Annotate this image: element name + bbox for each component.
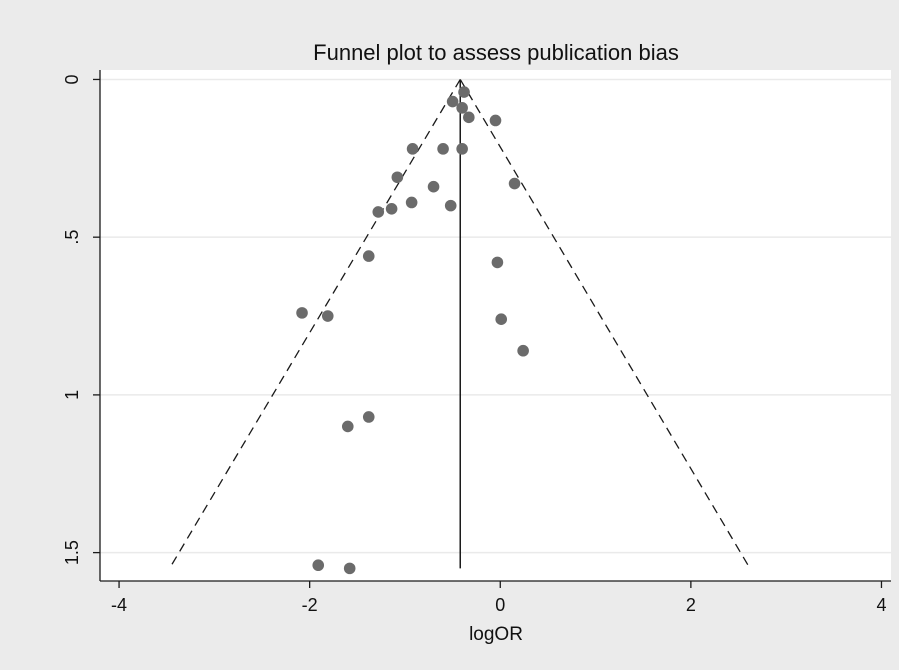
data-point — [458, 86, 470, 98]
data-point — [456, 102, 468, 114]
ci-line-left — [169, 79, 461, 569]
data-point — [362, 411, 375, 423]
x-tick-label: 4 — [876, 595, 886, 615]
data-point — [495, 313, 508, 325]
data-point — [343, 562, 356, 575]
data-point — [444, 199, 457, 212]
data-point — [385, 202, 398, 215]
data-point — [321, 310, 334, 322]
y-tick-label: 1.5 — [62, 540, 82, 565]
x-tick-label: -4 — [111, 595, 127, 615]
grid-lines — [100, 78, 891, 554]
data-point — [391, 171, 404, 184]
data-point — [372, 206, 385, 218]
x-axis-title: logOR — [469, 624, 523, 645]
ci-line-right — [459, 79, 751, 569]
data-point — [362, 250, 375, 262]
y-tick-label: 1 — [62, 390, 82, 400]
plot-area — [100, 70, 891, 581]
x-tick-label: 2 — [686, 595, 696, 615]
x-tick-label: 0 — [495, 595, 505, 615]
data-point — [341, 420, 354, 433]
data-point — [508, 177, 521, 190]
data-point — [406, 143, 419, 155]
data-point — [312, 559, 325, 572]
data-point — [405, 196, 418, 209]
chart-title: Funnel plot to assess publication bias — [313, 40, 679, 65]
study-points — [296, 86, 529, 575]
confidence-limits — [169, 79, 751, 569]
data-point — [296, 307, 308, 319]
y-tick-label: .5 — [62, 230, 82, 245]
y-tick-label: 0 — [62, 74, 82, 84]
data-point — [437, 143, 449, 155]
data-point — [489, 114, 502, 127]
data-point — [456, 143, 468, 155]
data-point — [517, 344, 529, 357]
data-point — [463, 111, 475, 124]
axes: -4 -2 0 2 4 0 .5 1 1.5 — [62, 70, 891, 615]
data-point — [427, 180, 440, 193]
data-point — [446, 95, 459, 108]
data-point — [491, 256, 504, 269]
x-tick-label: -2 — [302, 595, 318, 615]
